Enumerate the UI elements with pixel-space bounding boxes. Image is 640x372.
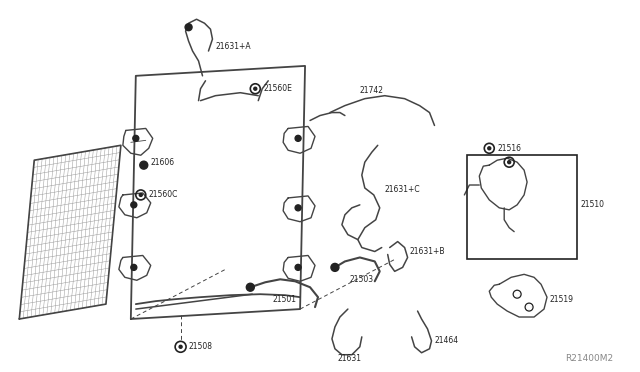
Circle shape	[133, 135, 139, 141]
Text: 21519: 21519	[549, 295, 573, 304]
Text: 21631+B: 21631+B	[410, 247, 445, 256]
Text: R21400M2: R21400M2	[566, 354, 614, 363]
Circle shape	[508, 161, 511, 164]
Circle shape	[515, 292, 519, 296]
Bar	[467, 155, 577, 259]
Circle shape	[254, 87, 257, 90]
Circle shape	[179, 345, 182, 348]
Circle shape	[246, 283, 254, 291]
Circle shape	[295, 135, 301, 141]
Circle shape	[140, 161, 148, 169]
Text: 21631: 21631	[338, 354, 362, 363]
Text: 21560E: 21560E	[263, 84, 292, 93]
Circle shape	[185, 24, 192, 31]
Circle shape	[131, 264, 137, 270]
Circle shape	[527, 306, 531, 309]
Text: 21631+A: 21631+A	[216, 42, 251, 51]
Circle shape	[488, 147, 491, 150]
Text: 21631+C: 21631+C	[385, 186, 420, 195]
Circle shape	[140, 193, 142, 196]
Text: 21501: 21501	[272, 295, 296, 304]
Text: 21510: 21510	[581, 201, 605, 209]
Text: 21503: 21503	[350, 275, 374, 284]
Circle shape	[331, 263, 339, 271]
Text: 21508: 21508	[189, 342, 212, 351]
Text: 21464: 21464	[435, 336, 459, 345]
Circle shape	[516, 293, 518, 296]
Circle shape	[131, 202, 137, 208]
Text: 21606: 21606	[151, 158, 175, 167]
Text: 21516: 21516	[497, 144, 521, 153]
Circle shape	[295, 205, 301, 211]
Text: 21742: 21742	[360, 86, 384, 95]
Circle shape	[295, 264, 301, 270]
Circle shape	[527, 305, 531, 309]
Text: 21560C: 21560C	[148, 190, 178, 199]
